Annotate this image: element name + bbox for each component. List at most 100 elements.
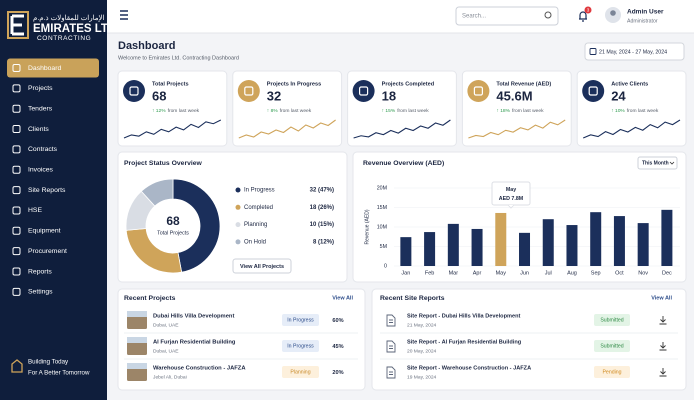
report-title[interactable]: Site Report - Al Furjan Residential Buil… bbox=[407, 339, 522, 345]
kpi-change-note: from last week bbox=[627, 108, 659, 114]
nav-item[interactable]: Site Reports bbox=[28, 187, 66, 194]
donut-hole bbox=[146, 199, 200, 253]
period-dropdown[interactable] bbox=[637, 156, 678, 170]
x-tick-label: Aug bbox=[567, 270, 577, 276]
nav-item[interactable]: Projects bbox=[28, 85, 53, 92]
nav-item[interactable]: Tenders bbox=[28, 105, 53, 112]
report-title[interactable]: Site Report - Dubai Hills Villa Developm… bbox=[407, 313, 520, 319]
date-picker[interactable] bbox=[584, 42, 685, 61]
kpi-icon-glyph bbox=[244, 86, 254, 96]
kpi-change-value: ↑ 18% bbox=[496, 108, 510, 114]
bell-icon[interactable] bbox=[579, 11, 587, 22]
x-tick-label: Jun bbox=[520, 270, 529, 276]
view-all-link[interactable]: View All bbox=[651, 295, 672, 301]
kpi-icon bbox=[237, 80, 260, 102]
y-axis-title: Revenue (AED) bbox=[364, 209, 370, 244]
tooltip-title: May bbox=[506, 187, 516, 193]
brand-name: EMIRATES LTD. bbox=[33, 23, 119, 35]
kpi-icon-glyph bbox=[588, 86, 598, 96]
y-tick-label: 10M bbox=[377, 224, 387, 230]
nav-item[interactable]: Settings bbox=[28, 289, 53, 296]
kpi-value: 24 bbox=[611, 88, 626, 103]
panel-title: Recent Site Reports bbox=[380, 295, 445, 302]
logo-e bbox=[10, 14, 24, 36]
kpi-label: Total Revenue (AED) bbox=[496, 81, 551, 87]
kpi-change-value: ↑ 8% bbox=[267, 108, 279, 114]
kpi-label: Active Clients bbox=[611, 81, 648, 87]
legend-label: Planning bbox=[244, 222, 267, 228]
nav-icon bbox=[12, 206, 21, 215]
topbar bbox=[107, 0, 694, 33]
project-progress: 45% bbox=[332, 344, 343, 350]
download-icon[interactable] bbox=[659, 368, 667, 377]
menu-button[interactable] bbox=[120, 10, 128, 20]
nav-item[interactable]: Contracts bbox=[28, 146, 58, 153]
x-tick-label: Oct bbox=[615, 270, 624, 276]
panel-title: Revenue Overview (AED) bbox=[363, 160, 444, 167]
bar bbox=[613, 216, 625, 266]
user-name: Admin User bbox=[627, 9, 664, 16]
project-progress: 60% bbox=[332, 318, 343, 324]
nav-item[interactable]: Dashboard bbox=[28, 65, 61, 72]
notification-count: 3 bbox=[587, 7, 590, 12]
legend-label: On Hold bbox=[244, 239, 266, 245]
y-tick-label: 15M bbox=[377, 205, 387, 211]
kpi-label: Projects In Progress bbox=[267, 81, 321, 87]
panel-title: Project Status Overview bbox=[124, 160, 203, 167]
legend-value: 32 (47%) bbox=[310, 188, 334, 194]
bar bbox=[637, 223, 649, 266]
legend-value: 18 (26%) bbox=[310, 205, 334, 211]
button[interactable] bbox=[232, 258, 292, 274]
bar bbox=[566, 225, 578, 266]
x-tick-label: Mar bbox=[449, 270, 459, 276]
project-progress: 20% bbox=[332, 370, 343, 376]
donut-slice bbox=[172, 178, 221, 273]
project-name[interactable]: Dubai Hills Villa Development bbox=[153, 314, 234, 320]
status-label: In Progress bbox=[287, 344, 314, 350]
project-name[interactable]: Al Furjan Residential Building bbox=[153, 340, 236, 346]
status-label: Pending bbox=[602, 370, 621, 376]
nav-icon bbox=[12, 84, 21, 93]
nav-item[interactable]: Invoices bbox=[28, 167, 54, 174]
x-tick-label: Jul bbox=[545, 270, 552, 276]
legend-dot bbox=[235, 187, 241, 193]
status-pill bbox=[282, 314, 319, 326]
kpi-sparkline bbox=[353, 119, 451, 139]
y-tick-label: 0 bbox=[384, 263, 387, 269]
nav-item[interactable]: Procurement bbox=[28, 248, 67, 255]
bar bbox=[447, 223, 459, 266]
button-label: View All Projects bbox=[240, 264, 284, 270]
legend-label: Completed bbox=[244, 205, 273, 211]
nav-item[interactable]: Clients bbox=[28, 126, 49, 133]
thumbnail-sky bbox=[127, 363, 147, 369]
document-icon bbox=[386, 366, 396, 379]
kpi-label: Projects Completed bbox=[382, 81, 435, 87]
project-name[interactable]: Warehouse Construction - JAFZA bbox=[153, 366, 246, 372]
view-all-link[interactable]: View All bbox=[332, 295, 353, 301]
document-icon bbox=[386, 314, 396, 327]
kpi-change-value: ↑ 10% bbox=[611, 108, 625, 114]
kpi-value: 68 bbox=[152, 88, 166, 103]
nav-icon bbox=[12, 267, 21, 276]
bar bbox=[495, 212, 507, 266]
nav-item[interactable]: Equipment bbox=[28, 228, 61, 235]
nav-icon bbox=[12, 165, 21, 174]
status-pill bbox=[282, 366, 319, 378]
y-tick-label: 20M bbox=[377, 185, 387, 191]
report-title[interactable]: Site Report - Warehouse Construction - J… bbox=[407, 365, 531, 371]
kpi-change: ↑ 8% from last week bbox=[267, 108, 312, 114]
logo-mark bbox=[7, 11, 29, 39]
nav-item[interactable]: HSE bbox=[28, 207, 42, 214]
brand-tagline: CONTRACTING bbox=[37, 35, 91, 42]
kpi-change: ↑ 18% from last week bbox=[496, 108, 544, 114]
kpi-value: 32 bbox=[267, 88, 281, 103]
download-icon[interactable] bbox=[659, 342, 667, 351]
bar bbox=[471, 228, 483, 266]
donut-total: 68 bbox=[166, 214, 180, 228]
footer-icon bbox=[11, 359, 23, 373]
x-tick-label: Dec bbox=[662, 270, 672, 276]
kpi-icon bbox=[467, 80, 490, 102]
download-icon[interactable] bbox=[659, 316, 667, 325]
search-box[interactable] bbox=[455, 6, 559, 26]
nav-item[interactable]: Reports bbox=[28, 268, 52, 275]
